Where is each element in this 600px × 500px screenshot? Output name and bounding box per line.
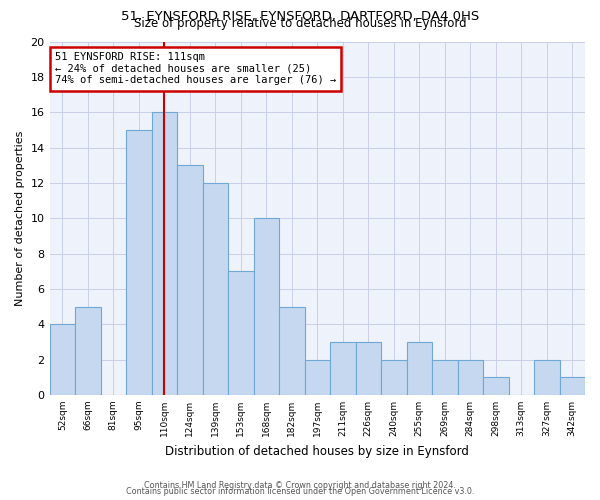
Bar <box>152 112 177 395</box>
Text: 51, EYNSFORD RISE, EYNSFORD, DARTFORD, DA4 0HS: 51, EYNSFORD RISE, EYNSFORD, DARTFORD, D… <box>121 10 479 23</box>
Bar <box>356 342 381 395</box>
Text: Size of property relative to detached houses in Eynsford: Size of property relative to detached ho… <box>134 18 466 30</box>
Bar <box>203 183 228 395</box>
Bar <box>483 378 509 395</box>
Bar <box>50 324 75 395</box>
Bar <box>407 342 432 395</box>
Text: Contains HM Land Registry data © Crown copyright and database right 2024.: Contains HM Land Registry data © Crown c… <box>144 481 456 490</box>
Bar <box>126 130 152 395</box>
Text: Contains public sector information licensed under the Open Government Licence v3: Contains public sector information licen… <box>126 487 474 496</box>
Bar <box>534 360 560 395</box>
Bar <box>75 306 101 395</box>
Bar <box>279 306 305 395</box>
Y-axis label: Number of detached properties: Number of detached properties <box>15 130 25 306</box>
Text: 51 EYNSFORD RISE: 111sqm
← 24% of detached houses are smaller (25)
74% of semi-d: 51 EYNSFORD RISE: 111sqm ← 24% of detach… <box>55 52 336 86</box>
X-axis label: Distribution of detached houses by size in Eynsford: Distribution of detached houses by size … <box>166 444 469 458</box>
Bar <box>381 360 407 395</box>
Bar <box>560 378 585 395</box>
Bar <box>458 360 483 395</box>
Bar <box>254 218 279 395</box>
Bar <box>305 360 330 395</box>
Bar <box>432 360 458 395</box>
Bar <box>177 165 203 395</box>
Bar <box>330 342 356 395</box>
Bar <box>228 271 254 395</box>
